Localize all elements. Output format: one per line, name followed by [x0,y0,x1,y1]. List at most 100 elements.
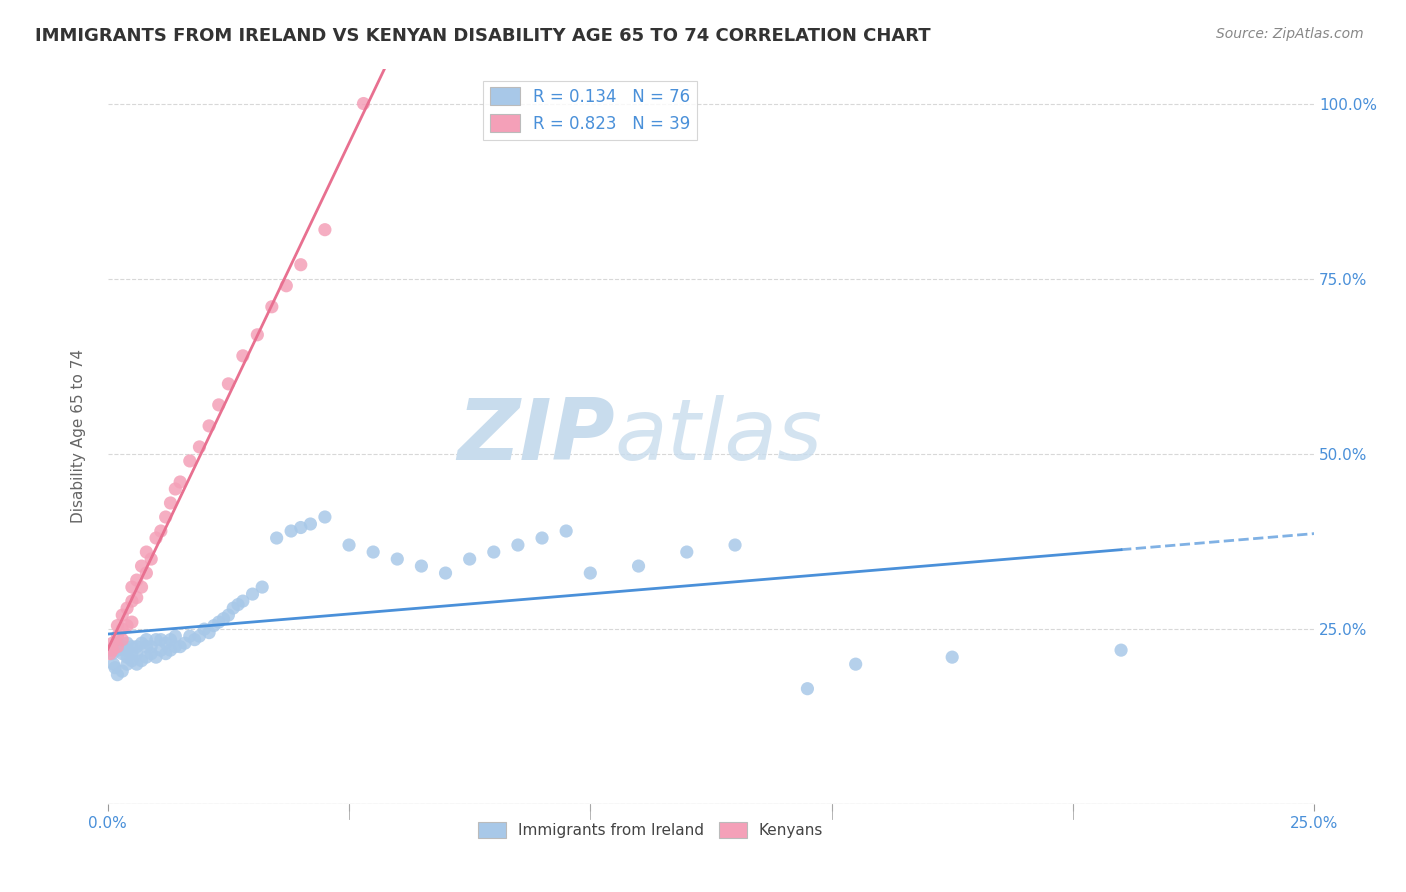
Point [1109,643,1132,657]
Point [169,640,191,654]
Point [198,418,221,433]
Point [121,615,143,629]
Point [217,376,239,391]
Point [145,650,167,665]
Point [125,640,148,654]
Point [299,516,322,531]
Point [141,552,163,566]
Point [246,327,269,342]
Point [531,531,554,545]
Text: Source: ZipAtlas.com: Source: ZipAtlas.com [1216,27,1364,41]
Point [111,664,134,678]
Point [98,643,121,657]
Point [232,594,254,608]
Point [941,650,963,665]
Point [458,552,481,566]
Point [115,657,138,672]
Point [174,636,197,650]
Point [155,636,177,650]
Point [387,552,409,566]
Point [111,647,134,661]
Point [115,643,138,657]
Point [675,545,697,559]
Point [555,524,578,538]
Point [141,647,163,661]
Point [107,640,129,654]
Point [165,629,187,643]
Point [145,531,167,545]
Point [149,643,172,657]
Point [111,608,134,623]
Point [627,559,650,574]
Point [101,643,124,657]
Point [104,661,127,675]
Point [107,636,129,650]
Point [165,640,187,654]
Point [353,96,375,111]
Point [579,566,602,580]
Point [276,278,298,293]
Point [111,622,134,636]
Legend: Immigrants from Ireland, Kenyans: Immigrants from Ireland, Kenyans [472,815,830,845]
Point [222,601,245,615]
Point [111,632,134,647]
Text: atlas: atlas [614,395,823,478]
Point [212,612,235,626]
Point [121,647,143,661]
Point [506,538,529,552]
Point [202,618,225,632]
Point [183,632,205,647]
Point [159,632,181,647]
Point [135,566,157,580]
Point [724,538,747,552]
Point [232,349,254,363]
Point [217,608,239,623]
Point [188,440,211,454]
Point [121,640,143,654]
Point [141,640,163,654]
Point [103,657,125,672]
Point [266,531,288,545]
Point [135,640,157,654]
Text: ZIP: ZIP [457,395,614,478]
Point [361,545,384,559]
Point [125,573,148,587]
Point [193,622,215,636]
Point [125,647,148,661]
Point [121,580,143,594]
Point [121,654,143,668]
Point [159,496,181,510]
Point [179,629,201,643]
Point [208,398,231,412]
Point [149,632,172,647]
Point [135,545,157,559]
Point [135,632,157,647]
Point [131,580,153,594]
Point [98,647,121,661]
Point [101,647,124,661]
Point [314,510,336,524]
Y-axis label: Disability Age 65 to 74: Disability Age 65 to 74 [72,350,86,524]
Point [198,625,221,640]
Point [482,545,505,559]
Point [290,520,312,534]
Point [149,524,172,538]
Point [411,559,433,574]
Point [115,618,138,632]
Point [250,580,273,594]
Point [260,300,283,314]
Point [155,647,177,661]
Point [226,598,249,612]
Point [131,636,153,650]
Point [131,654,153,668]
Point [115,650,138,665]
Point [242,587,264,601]
Point [179,454,201,468]
Point [169,475,191,489]
Text: IMMIGRANTS FROM IRELAND VS KENYAN DISABILITY AGE 65 TO 74 CORRELATION CHART: IMMIGRANTS FROM IRELAND VS KENYAN DISABI… [35,27,931,45]
Point [101,636,124,650]
Point [131,559,153,574]
Point [845,657,868,672]
Point [280,524,302,538]
Point [188,629,211,643]
